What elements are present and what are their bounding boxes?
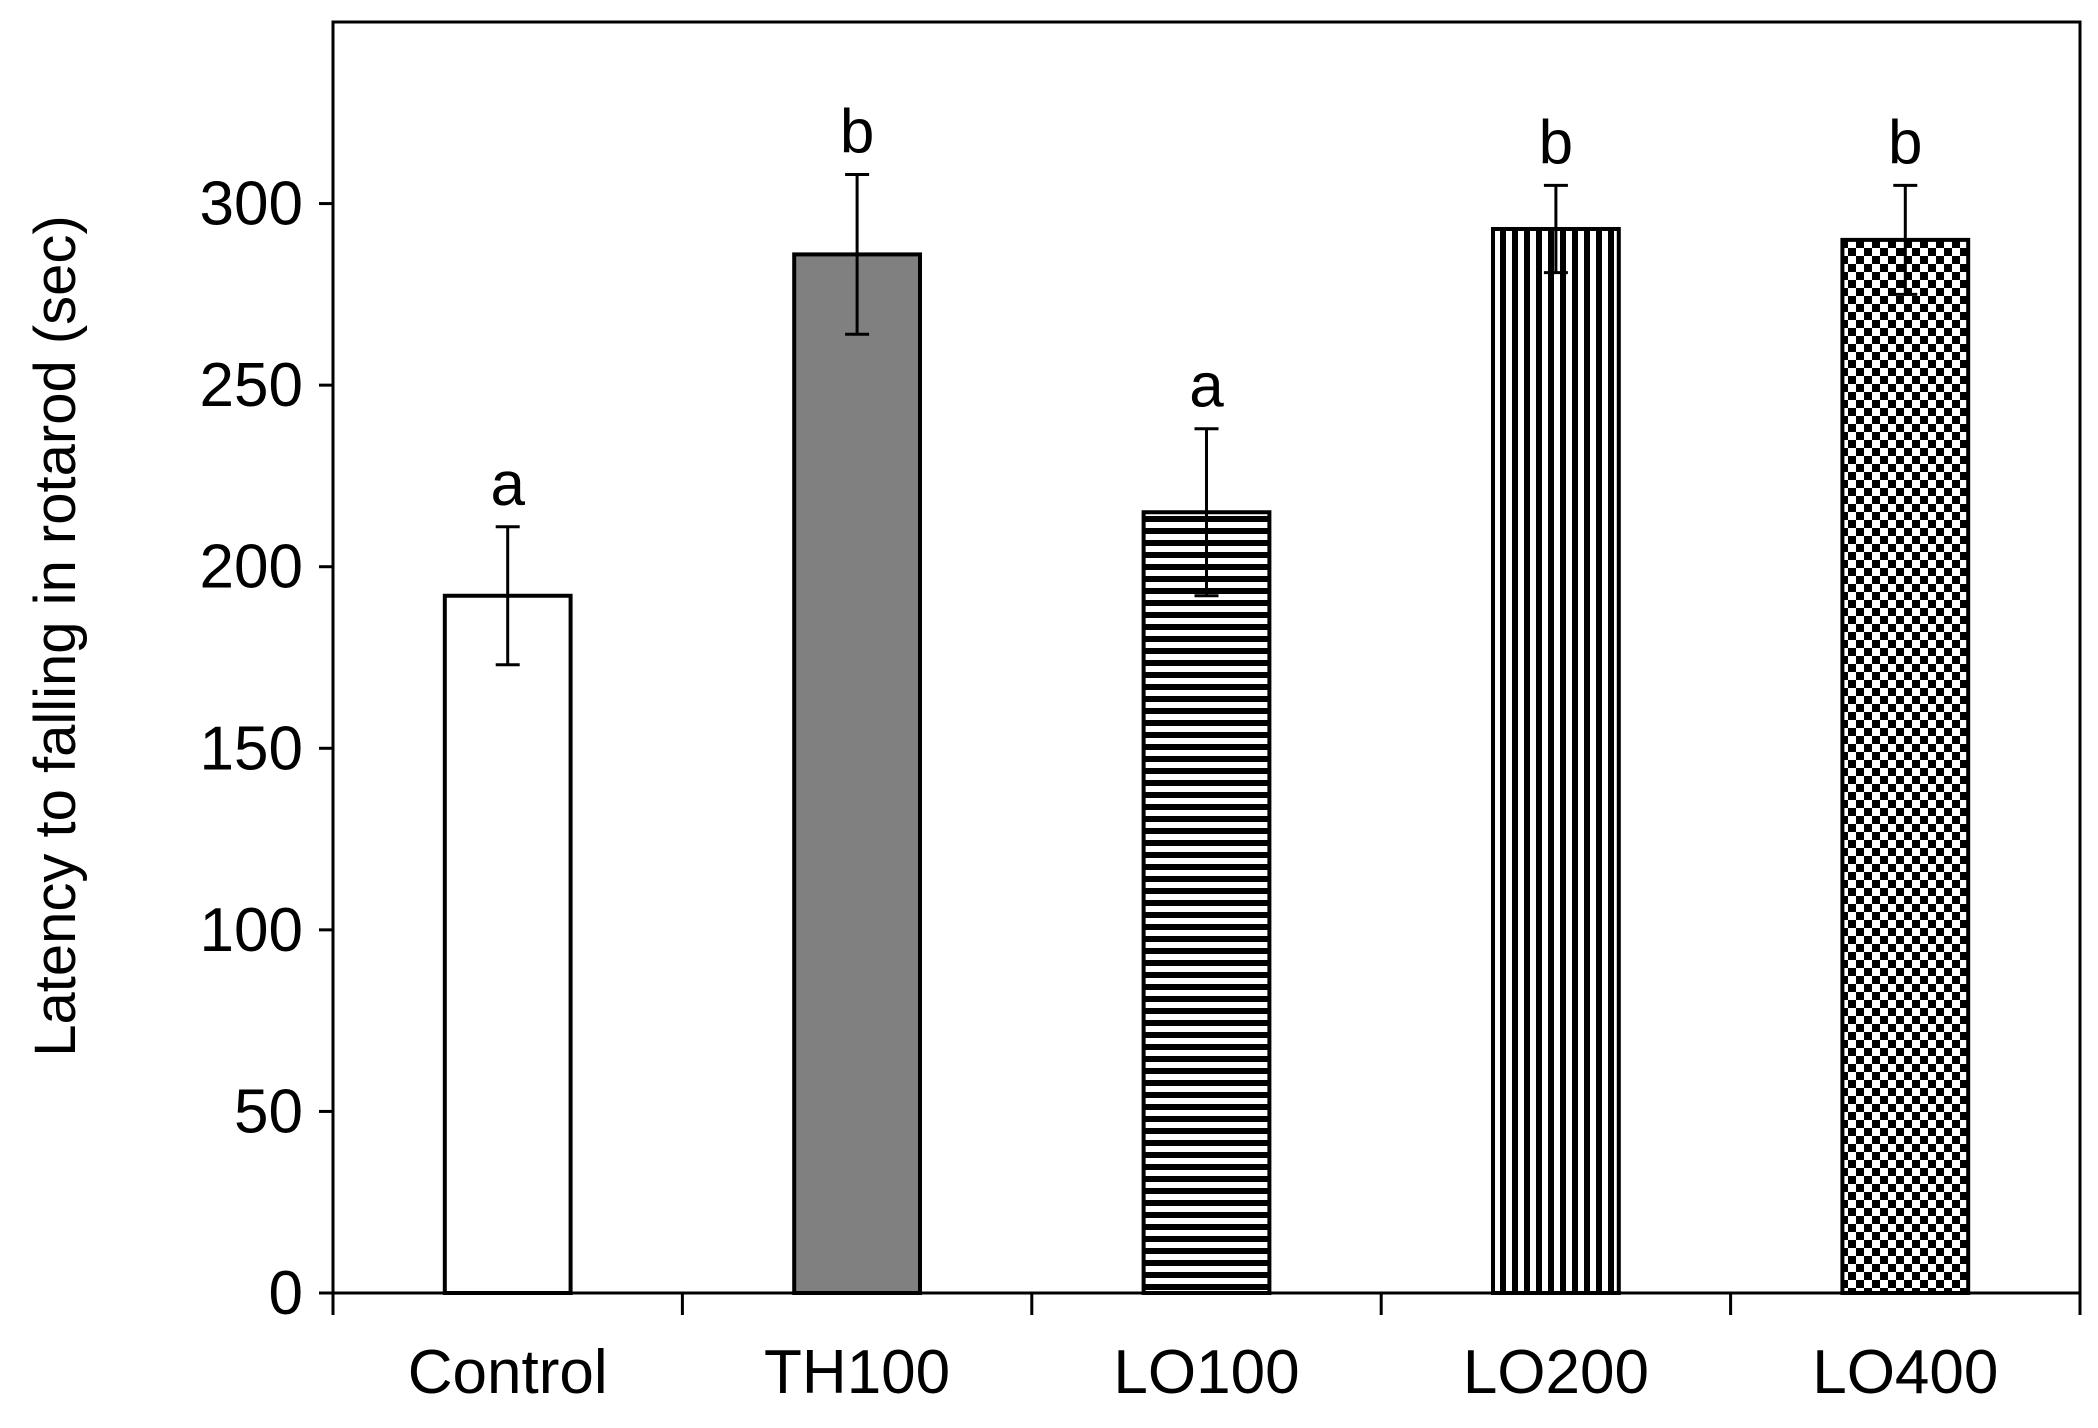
y-tick-label: 150 xyxy=(200,714,303,783)
x-category-label: TH100 xyxy=(764,1338,950,1407)
y-tick-label: 300 xyxy=(200,170,303,239)
x-category-label: LO200 xyxy=(1463,1338,1649,1407)
y-tick-label: 200 xyxy=(200,533,303,602)
y-tick-label: 0 xyxy=(269,1259,303,1328)
bar-th100 xyxy=(792,252,922,1296)
significance-label: b xyxy=(1539,108,1573,177)
y-tick-label: 100 xyxy=(200,896,303,965)
significance-label: a xyxy=(1189,352,1224,421)
significance-label: b xyxy=(1888,108,1922,177)
y-axis-title: Latency to falling in rotarod (sec) xyxy=(23,215,88,1056)
x-category-label: LO100 xyxy=(1113,1338,1299,1407)
y-tick-label: 250 xyxy=(200,351,303,420)
bar-control xyxy=(442,593,573,1295)
significance-label: a xyxy=(490,450,525,519)
bar-lo200 xyxy=(1491,226,1621,1295)
y-tick-label: 50 xyxy=(234,1077,303,1146)
x-category-label: LO400 xyxy=(1812,1338,1998,1407)
x-category-label: Control xyxy=(408,1338,608,1407)
bar-lo400 xyxy=(1840,237,1971,1295)
significance-label: b xyxy=(840,98,874,167)
bar-lo100 xyxy=(1141,510,1272,1295)
